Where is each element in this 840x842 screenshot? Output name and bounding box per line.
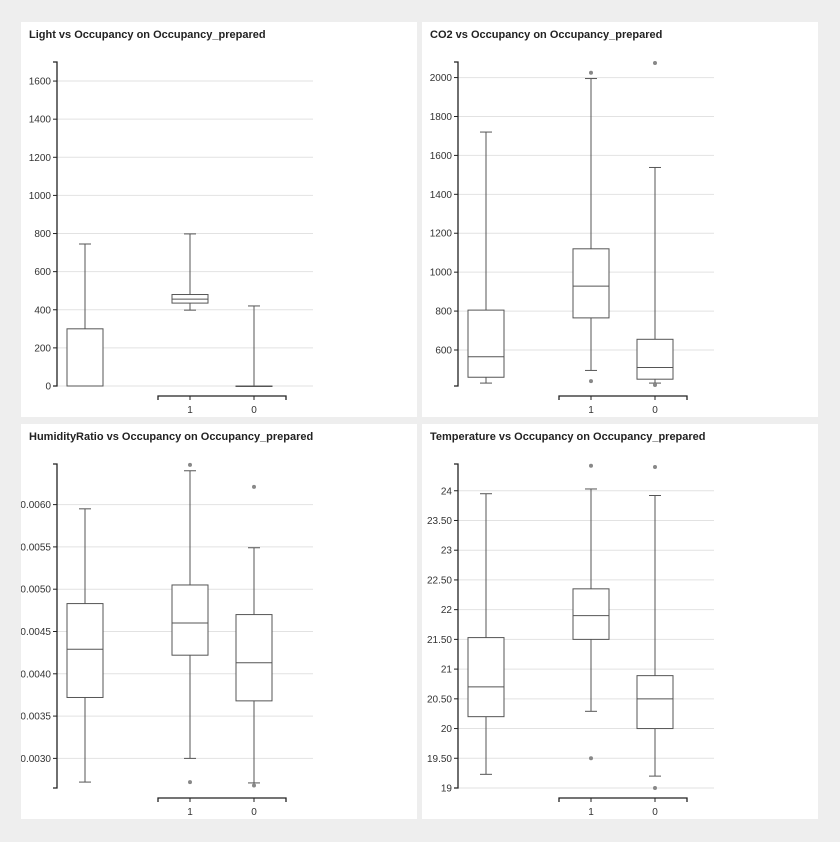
box-occupancy-0 bbox=[636, 464, 674, 790]
iqr-box bbox=[572, 588, 610, 640]
outlier-point bbox=[252, 783, 256, 788]
y-tick-label: 1600 bbox=[29, 77, 52, 88]
y-tick-label: 0.0040 bbox=[21, 669, 51, 680]
y-tick-label: 1000 bbox=[430, 268, 453, 279]
iqr-box bbox=[171, 584, 209, 656]
x-tick-label: 0 bbox=[652, 807, 658, 818]
outlier-point bbox=[252, 484, 256, 489]
outlier-point bbox=[589, 756, 593, 761]
y-tick-label: 20 bbox=[441, 724, 453, 735]
y-tick-label: 2000 bbox=[430, 73, 453, 84]
outlier-point bbox=[653, 464, 657, 469]
chart-panel-light: Light vs Occupancy on Occupancy_prepared… bbox=[21, 22, 417, 417]
iqr-box bbox=[66, 328, 104, 387]
x-axis bbox=[157, 395, 287, 400]
outlier-point bbox=[653, 383, 657, 388]
boxplot-svg: 19 19.50 20 20.50 21 21.50 22 22.50 23 23.50 24 1 0 bbox=[427, 463, 714, 818]
y-tick-label: 21 bbox=[441, 665, 453, 676]
iqr-box bbox=[636, 338, 674, 380]
y-tick-label: 20.50 bbox=[427, 694, 452, 705]
y-tick-label: 24 bbox=[441, 486, 453, 497]
y-tick-label: 23.50 bbox=[427, 516, 452, 527]
chart-panel-humidity-ratio: HumidityRatio vs Occupancy on Occupancy_… bbox=[21, 424, 417, 819]
box-unlabeled bbox=[66, 508, 104, 783]
box-unlabeled bbox=[467, 131, 505, 384]
y-tick-label: 0.0060 bbox=[21, 500, 51, 511]
y-tick-label: 19 bbox=[441, 784, 453, 795]
y-tick-label: 0.0050 bbox=[21, 585, 51, 596]
y-tick-label: 0.0035 bbox=[21, 712, 51, 723]
chart-title: Light vs Occupancy on Occupancy_prepared bbox=[29, 29, 266, 41]
outlier-point bbox=[653, 60, 657, 65]
outlier-point bbox=[188, 462, 192, 467]
x-axis bbox=[558, 395, 688, 400]
y-tick-label: 200 bbox=[34, 343, 51, 354]
x-tick-label: 1 bbox=[588, 405, 594, 416]
y-tick-label: 21.50 bbox=[427, 635, 452, 646]
iqr-box bbox=[66, 603, 104, 698]
y-tick-label: 1600 bbox=[430, 151, 453, 162]
y-tick-label: 0.0030 bbox=[21, 754, 51, 765]
box-occupancy-1 bbox=[171, 462, 209, 785]
y-tick-label: 1800 bbox=[430, 112, 453, 123]
box-occupancy-0 bbox=[235, 305, 273, 387]
boxplot-svg: 0.0030 0.0035 0.0040 0.0045 0.0050 0.0055 0.00… bbox=[21, 462, 313, 818]
iqr-box bbox=[636, 675, 674, 730]
boxplot-svg: 600 800 1000 1200 1400 1600 1800 2000 1 0 bbox=[430, 60, 714, 416]
x-tick-label: 0 bbox=[251, 807, 257, 818]
y-axis bbox=[53, 61, 58, 387]
y-tick-label: 600 bbox=[34, 267, 51, 278]
chart-title: HumidityRatio vs Occupancy on Occupancy_… bbox=[29, 431, 314, 443]
y-tick-label: 1200 bbox=[29, 153, 52, 164]
y-axis bbox=[53, 463, 58, 789]
y-tick-label: 19.50 bbox=[427, 754, 452, 765]
y-tick-label: 23 bbox=[441, 546, 453, 557]
box-occupancy-1 bbox=[171, 233, 209, 311]
x-tick-label: 0 bbox=[652, 405, 658, 416]
y-tick-label: 0 bbox=[45, 382, 51, 393]
chart-title: Temperature vs Occupancy on Occupancy_pr… bbox=[430, 431, 706, 443]
x-tick-label: 1 bbox=[187, 807, 193, 818]
y-tick-label: 800 bbox=[435, 307, 452, 318]
y-tick-label: 0.0045 bbox=[21, 627, 51, 638]
box-occupancy-1 bbox=[572, 70, 610, 384]
outlier-point bbox=[589, 463, 593, 468]
x-axis bbox=[558, 797, 688, 802]
box-occupancy-0 bbox=[235, 484, 273, 788]
y-tick-label: 22.50 bbox=[427, 575, 452, 586]
y-tick-label: 600 bbox=[435, 346, 452, 357]
box-occupancy-0 bbox=[636, 60, 674, 388]
y-tick-label: 1400 bbox=[430, 190, 453, 201]
x-tick-label: 1 bbox=[187, 405, 193, 416]
iqr-box bbox=[235, 614, 273, 702]
outlier-point bbox=[589, 379, 593, 384]
y-tick-label: 1400 bbox=[29, 115, 52, 126]
box-occupancy-1 bbox=[572, 463, 610, 761]
box-unlabeled bbox=[467, 493, 505, 775]
x-tick-label: 0 bbox=[251, 405, 257, 416]
x-axis bbox=[157, 797, 287, 802]
chart-panel-co2: CO2 vs Occupancy on Occupancy_prepared 6… bbox=[422, 22, 818, 417]
y-tick-label: 22 bbox=[441, 605, 453, 616]
boxplot-svg: 0 200 400 600 800 1000 1200 1400 1600 1 0 bbox=[29, 61, 313, 416]
y-axis bbox=[454, 463, 459, 789]
y-axis bbox=[454, 61, 459, 387]
outlier-point bbox=[589, 70, 593, 75]
chart-title: CO2 vs Occupancy on Occupancy_prepared bbox=[430, 29, 663, 41]
y-tick-label: 1000 bbox=[29, 191, 52, 202]
y-tick-label: 800 bbox=[34, 229, 51, 240]
y-tick-label: 0.0055 bbox=[21, 542, 51, 553]
x-tick-label: 1 bbox=[588, 807, 594, 818]
outlier-point bbox=[653, 786, 657, 790]
iqr-box bbox=[572, 248, 610, 319]
box-unlabeled bbox=[66, 243, 104, 387]
y-tick-label: 400 bbox=[34, 305, 51, 316]
iqr-box bbox=[467, 309, 505, 378]
iqr-box bbox=[467, 637, 505, 718]
chart-panel-temperature: Temperature vs Occupancy on Occupancy_pr… bbox=[422, 424, 818, 819]
outlier-point bbox=[188, 780, 192, 785]
y-tick-label: 1200 bbox=[430, 229, 453, 240]
